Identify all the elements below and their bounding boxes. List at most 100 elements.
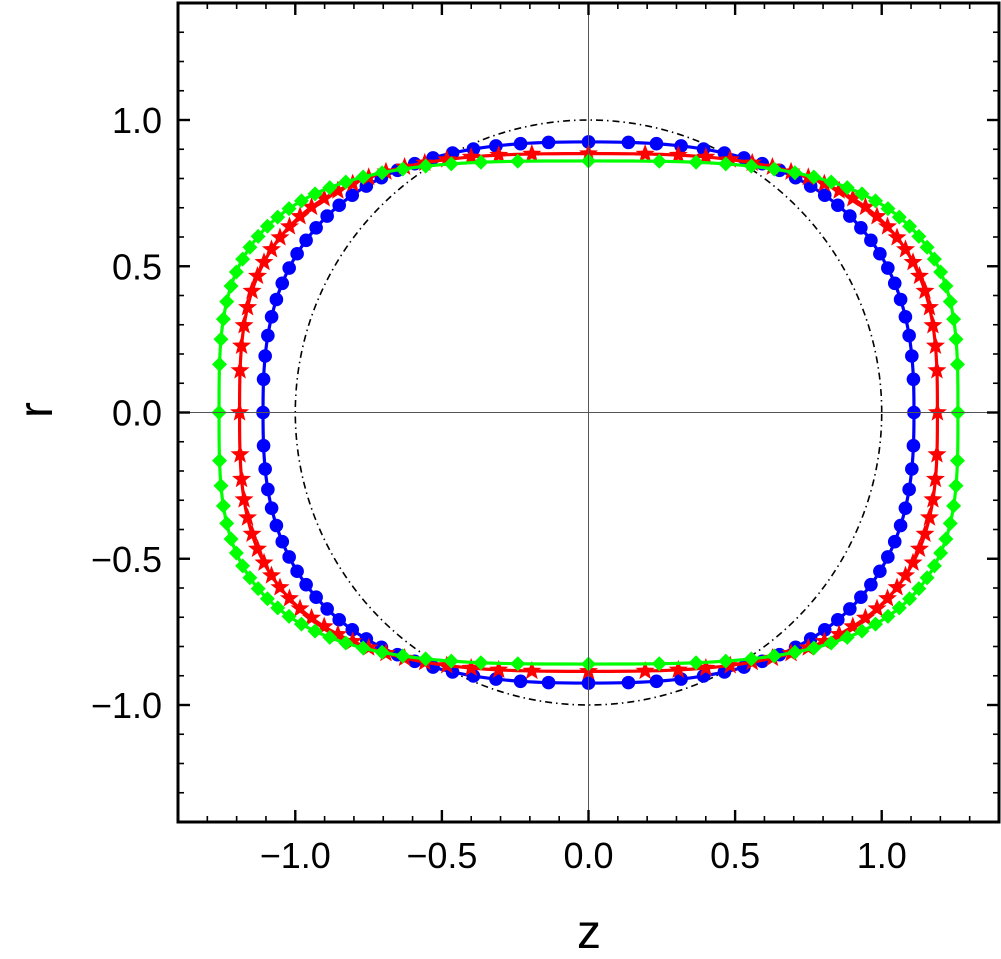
data-point [234,489,254,508]
data-point [831,198,845,213]
data-point [282,550,296,564]
data-point [473,655,489,671]
data-point [223,531,239,547]
data-point [261,482,275,497]
data-point [925,335,945,354]
data-point [829,180,849,199]
data-point [649,674,664,689]
x-tick-label: 1.0 [857,835,907,876]
data-point [766,648,782,664]
data-point [688,655,704,671]
data-point [314,188,334,207]
data-point [443,653,459,669]
data-point [911,581,927,597]
data-point [322,180,338,196]
data-point [880,608,896,624]
data-point [213,331,229,347]
data-point [473,154,489,170]
data-point [293,193,309,209]
data-point [489,145,509,164]
data-point [513,674,528,689]
data-point [213,478,229,494]
series-3-diamond [211,153,966,672]
data-point [881,261,895,275]
data-point [903,252,923,271]
data-point [829,624,849,643]
data-point [522,660,542,680]
data-point [718,156,734,172]
data-point [215,311,231,327]
data-point [843,602,857,616]
data-point [891,209,907,225]
data-point [720,655,740,674]
data-point [880,201,896,217]
data-point [307,186,323,202]
data-point [489,672,503,686]
data-point [510,656,526,672]
data-point [893,292,908,307]
data-point [254,552,274,571]
data-point [355,169,371,185]
data-point [806,169,822,185]
data-point [909,538,929,558]
data-point [942,294,958,310]
data-point [743,158,759,174]
data-point [898,310,913,324]
data-point [338,174,354,190]
data-point [887,276,902,291]
data-point [868,193,884,209]
data-point [259,591,275,607]
data-point [766,161,782,177]
data-point [264,501,279,515]
data-point [915,523,935,543]
data-point [230,402,250,421]
data-point [232,335,252,354]
data-point [854,221,868,235]
data-point [674,672,688,686]
data-point [948,478,964,494]
data-point [923,315,943,334]
data-point [649,136,664,151]
data-point [248,538,268,558]
data-point [868,616,884,632]
data-point [215,498,231,514]
data-point [250,228,266,244]
y-axis-label: r [10,402,63,418]
data-point [938,531,954,547]
data-point [668,659,688,678]
data-point [887,534,902,549]
data-point [718,653,734,669]
data-point [909,266,929,285]
data-point [668,145,688,164]
data-point [238,297,258,316]
data-point [855,197,875,216]
data-point [887,227,907,246]
data-point [437,655,457,674]
data-point [915,281,935,300]
data-point [878,216,898,235]
data-point [279,216,299,235]
data-point [817,188,832,203]
data-point [338,635,354,651]
data-point [234,315,254,334]
data-point [290,598,310,617]
x-tick-label: 0.0 [563,835,613,876]
data-point [279,588,299,607]
data-point [232,469,252,488]
data-point [933,264,949,280]
data-point [261,239,281,258]
data-point [219,294,235,310]
data-point [219,515,235,531]
x-tick-label: −1.0 [260,835,331,876]
data-point [942,515,958,531]
data-point [923,489,943,508]
data-point [720,149,740,168]
data-point [933,545,949,561]
data-point [281,608,297,624]
data-point [696,658,716,677]
x-tick-label: 0.5 [710,835,760,876]
data-point [290,206,310,225]
data-point [299,577,313,592]
data-point [906,438,921,453]
data-point [898,501,913,515]
